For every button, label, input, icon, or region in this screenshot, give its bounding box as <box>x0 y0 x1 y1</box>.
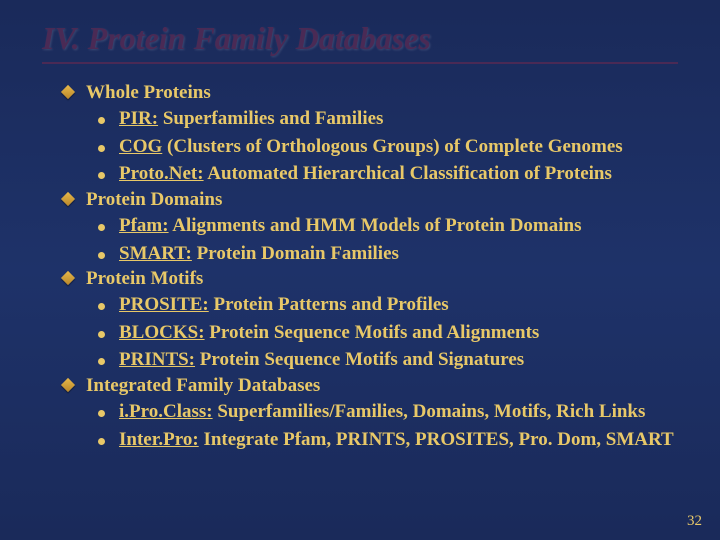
item-link[interactable]: COG <box>119 136 162 157</box>
list-item: PRINTS: Protein Sequence Motifs and Sign… <box>98 347 690 373</box>
item-text: Proto.Net: Automated Hierarchical Classi… <box>119 161 612 187</box>
diamond-bullet-icon <box>62 193 74 205</box>
section: Protein DomainsPfam: Alignments and HMM … <box>62 189 690 266</box>
dot-bullet-icon <box>98 145 105 152</box>
dot-bullet-icon <box>98 410 105 417</box>
section-items: Pfam: Alignments and HMM Models of Prote… <box>62 213 690 266</box>
item-text: SMART: Protein Domain Families <box>119 241 399 267</box>
diamond-bullet-icon <box>62 86 74 98</box>
section-title: Protein Motifs <box>86 268 203 290</box>
item-link[interactable]: i.Pro.Class: <box>119 401 213 422</box>
item-description: (Clusters of Orthologous Groups) of Comp… <box>162 136 622 157</box>
list-item: COG (Clusters of Orthologous Groups) of … <box>98 134 690 160</box>
item-description: Protein Sequence Motifs and Signatures <box>195 349 524 370</box>
section-header: Integrated Family Databases <box>62 375 690 397</box>
section-items: PROSITE: Protein Patterns and ProfilesBL… <box>62 292 690 373</box>
list-item: Proto.Net: Automated Hierarchical Classi… <box>98 161 690 187</box>
section-header: Protein Motifs <box>62 268 690 290</box>
item-text: BLOCKS: Protein Sequence Motifs and Alig… <box>119 320 539 346</box>
page-number: 32 <box>687 513 702 530</box>
item-description: Alignments and HMM Models of Protein Dom… <box>169 215 582 236</box>
diamond-bullet-icon <box>62 379 74 391</box>
list-item: SMART: Protein Domain Families <box>98 241 690 267</box>
dot-bullet-icon <box>98 358 105 365</box>
item-link[interactable]: Proto.Net: <box>119 163 204 184</box>
dot-bullet-icon <box>98 117 105 124</box>
item-text: PRINTS: Protein Sequence Motifs and Sign… <box>119 347 524 373</box>
item-link[interactable]: Pfam: <box>119 215 169 236</box>
item-description: Protein Sequence Motifs and Alignments <box>205 322 540 343</box>
title-underline <box>42 62 678 64</box>
dot-bullet-icon <box>98 172 105 179</box>
section-items: PIR: Superfamilies and FamiliesCOG (Clus… <box>62 106 690 187</box>
section-title: Protein Domains <box>86 189 222 211</box>
section-items: i.Pro.Class: Superfamilies/Families, Dom… <box>62 399 690 452</box>
section-title: Integrated Family Databases <box>86 375 320 397</box>
item-text: PROSITE: Protein Patterns and Profiles <box>119 292 449 318</box>
section-title: Whole Proteins <box>86 82 211 104</box>
item-link[interactable]: PROSITE: <box>119 294 209 315</box>
item-description: Integrate Pfam, PRINTS, PROSITES, Pro. D… <box>199 429 674 450</box>
section: Whole ProteinsPIR: Superfamilies and Fam… <box>62 82 690 187</box>
item-description: Protein Domain Families <box>192 243 399 264</box>
item-link[interactable]: PIR: <box>119 108 158 129</box>
diamond-bullet-icon <box>62 272 74 284</box>
list-item: PROSITE: Protein Patterns and Profiles <box>98 292 690 318</box>
item-text: PIR: Superfamilies and Families <box>119 106 383 132</box>
section-header: Protein Domains <box>62 189 690 211</box>
dot-bullet-icon <box>98 331 105 338</box>
list-item: Pfam: Alignments and HMM Models of Prote… <box>98 213 690 239</box>
dot-bullet-icon <box>98 303 105 310</box>
item-link[interactable]: SMART: <box>119 243 192 264</box>
list-item: PIR: Superfamilies and Families <box>98 106 690 132</box>
item-link[interactable]: PRINTS: <box>119 349 195 370</box>
section: Integrated Family Databasesi.Pro.Class: … <box>62 375 690 452</box>
list-item: BLOCKS: Protein Sequence Motifs and Alig… <box>98 320 690 346</box>
item-text: Inter.Pro: Integrate Pfam, PRINTS, PROSI… <box>119 427 674 453</box>
item-description: Automated Hierarchical Classification of… <box>204 163 612 184</box>
list-item: Inter.Pro: Integrate Pfam, PRINTS, PROSI… <box>98 427 690 453</box>
section: Protein MotifsPROSITE: Protein Patterns … <box>62 268 690 373</box>
item-description: Superfamilies and Families <box>158 108 383 129</box>
item-text: COG (Clusters of Orthologous Groups) of … <box>119 134 623 160</box>
dot-bullet-icon <box>98 438 105 445</box>
item-description: Superfamilies/Families, Domains, Motifs,… <box>213 401 646 422</box>
item-description: Protein Patterns and Profiles <box>209 294 449 315</box>
slide-title: IV. Protein Family Databases <box>0 0 720 62</box>
section-header: Whole Proteins <box>62 82 690 104</box>
item-link[interactable]: Inter.Pro: <box>119 429 199 450</box>
dot-bullet-icon <box>98 252 105 259</box>
content-area: Whole ProteinsPIR: Superfamilies and Fam… <box>0 82 720 452</box>
item-text: i.Pro.Class: Superfamilies/Families, Dom… <box>119 399 645 425</box>
list-item: i.Pro.Class: Superfamilies/Families, Dom… <box>98 399 690 425</box>
dot-bullet-icon <box>98 224 105 231</box>
item-text: Pfam: Alignments and HMM Models of Prote… <box>119 213 582 239</box>
item-link[interactable]: BLOCKS: <box>119 322 205 343</box>
